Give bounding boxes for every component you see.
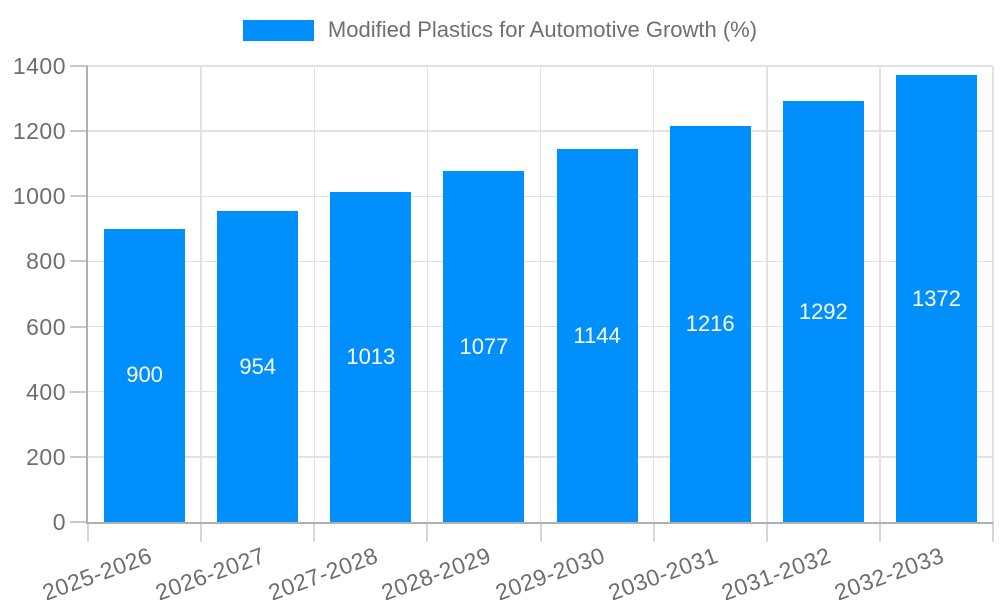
y-axis-line (86, 66, 88, 524)
x-axis-tick (539, 522, 542, 542)
y-axis-label: 200 (26, 443, 66, 470)
bar[interactable]: 1144 (556, 149, 638, 522)
y-axis-tick (70, 195, 88, 198)
bar-value-label: 900 (126, 362, 163, 388)
x-axis-tick (992, 522, 994, 542)
bar-value-label: 1216 (685, 310, 735, 336)
x-axis-tick (313, 522, 316, 542)
y-axis-tick (70, 455, 88, 458)
y-axis-tick (70, 130, 88, 133)
x-gridline (766, 66, 768, 522)
bar-value-label: 1013 (346, 344, 396, 370)
x-gridline (539, 66, 542, 522)
x-axis-tick (87, 522, 89, 542)
bar-value-label: 954 (239, 353, 277, 379)
x-axis-label: 2025-2026 (38, 542, 156, 600)
y-axis-tick (70, 65, 88, 67)
x-gridline (313, 66, 315, 522)
x-axis-label: 2027-2028 (265, 542, 382, 600)
bar-value-label: 1292 (798, 298, 848, 324)
x-axis-tick (426, 522, 429, 542)
x-axis-tick (765, 522, 768, 542)
x-axis-tick (878, 522, 881, 542)
x-axis-label: 2030-2031 (604, 542, 722, 600)
x-gridline (200, 66, 202, 522)
y-axis-tick (70, 521, 88, 523)
x-axis-line (86, 522, 993, 524)
y-axis-label: 400 (26, 378, 66, 405)
bar-value-label: 1144 (573, 322, 621, 348)
y-axis-label: 800 (26, 248, 66, 275)
legend-label: Modified Plastics for Automotive Growth … (327, 17, 758, 42)
x-axis-label: 2031-2032 (717, 542, 835, 600)
y-axis-label: 1000 (12, 183, 66, 210)
bar[interactable]: 1216 (669, 125, 751, 522)
x-axis-label: 2028-2029 (378, 542, 495, 600)
y-axis-tick (70, 390, 88, 393)
legend-item[interactable]: Modified Plastics for Automotive Growth … (0, 17, 1000, 42)
x-axis-label: 2026-2027 (152, 542, 269, 600)
bar-value-label: 1372 (911, 285, 961, 311)
bar[interactable]: 1292 (782, 101, 864, 522)
x-gridline (992, 66, 994, 522)
bar[interactable]: 954 (217, 211, 299, 522)
y-axis-tick (70, 325, 88, 328)
x-axis-tick (652, 522, 655, 542)
y-axis-label: 1200 (12, 118, 66, 145)
bar[interactable]: 1372 (895, 75, 977, 522)
x-axis-label: 2032-2033 (830, 542, 948, 600)
x-gridline (426, 66, 429, 522)
bar-value-label: 1077 (459, 333, 509, 359)
bar[interactable]: 900 (104, 228, 186, 522)
y-axis-label: 1400 (12, 53, 66, 79)
y-axis-label: 600 (26, 313, 66, 340)
x-axis-label: 2029-2030 (491, 542, 608, 600)
y-axis-tick (70, 260, 88, 263)
x-gridline (879, 66, 881, 522)
bar[interactable]: 1077 (443, 171, 525, 522)
bar[interactable]: 1013 (330, 192, 412, 522)
x-gridline (652, 66, 655, 522)
x-axis-tick (200, 522, 203, 542)
y-axis-label: 0 (52, 509, 66, 535)
legend-marker-swatch (242, 19, 314, 41)
